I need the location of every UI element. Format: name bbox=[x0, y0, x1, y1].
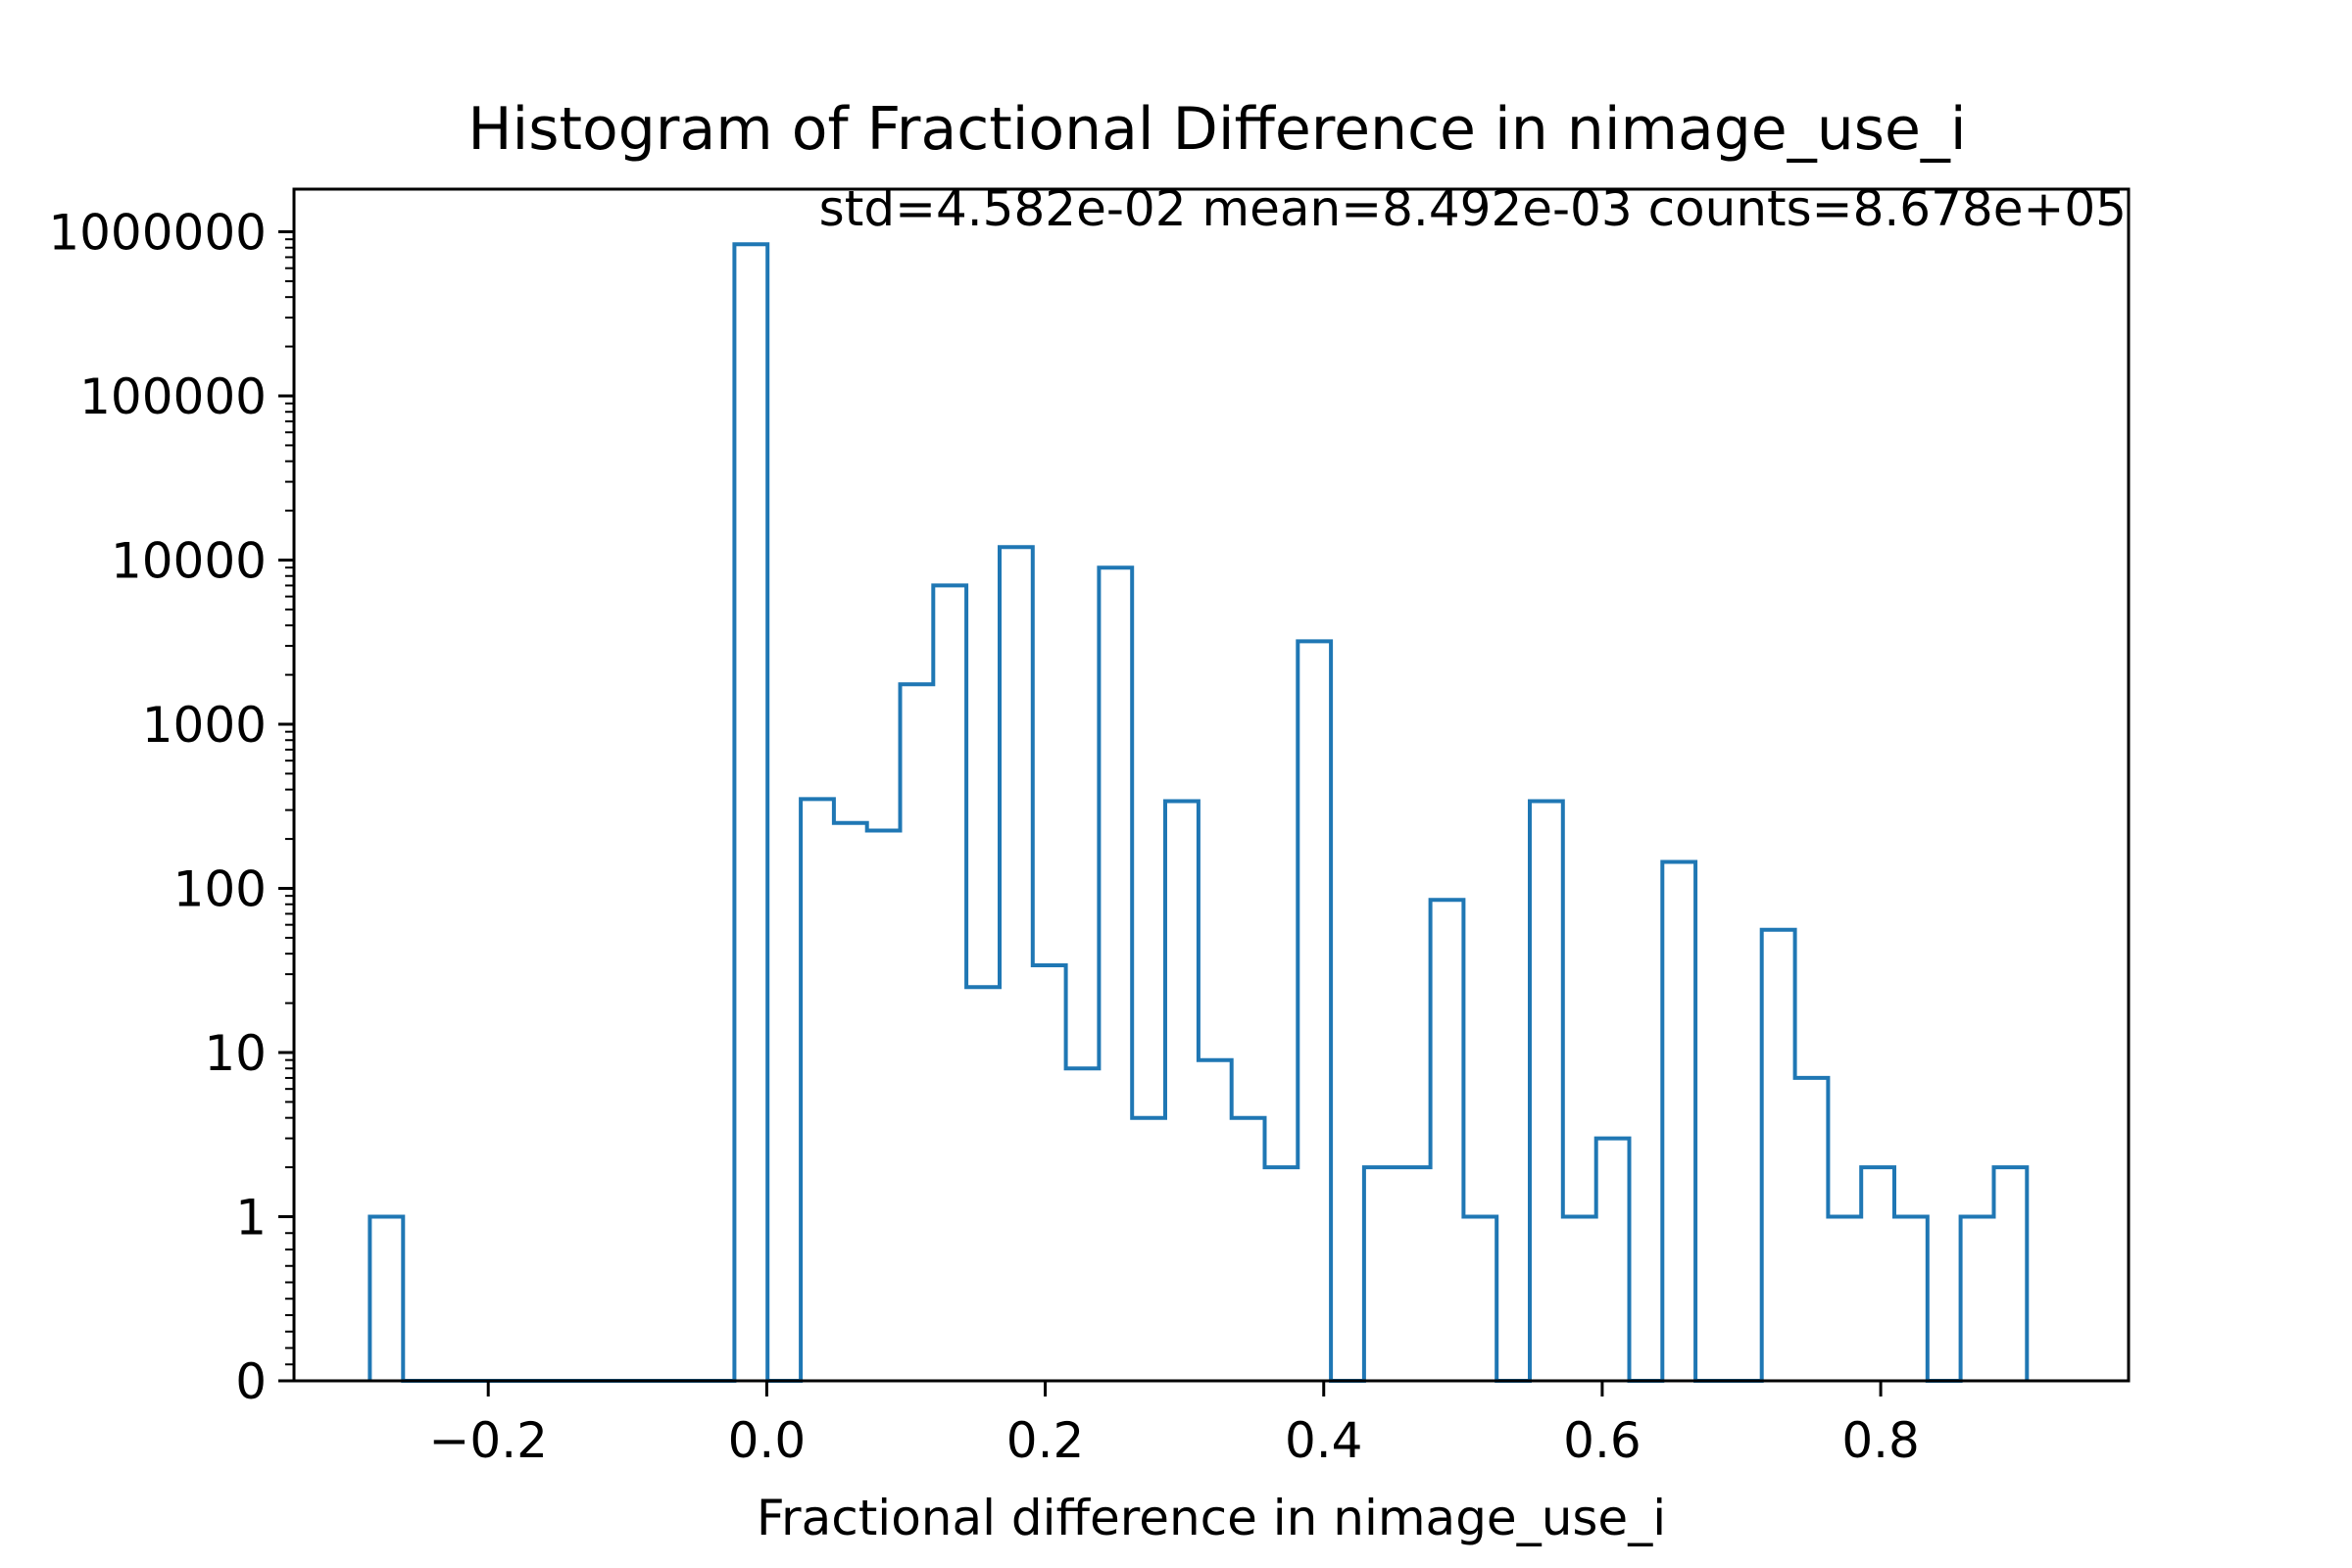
x-tick-label: 0.4 bbox=[1285, 1412, 1363, 1469]
x-tick-label: 0.0 bbox=[728, 1412, 807, 1469]
y-tick-label: 1 bbox=[235, 1190, 267, 1247]
axes-frame bbox=[292, 187, 2131, 1383]
histogram-step-series bbox=[368, 242, 2030, 1383]
x-tick-label: 0.8 bbox=[1841, 1412, 1920, 1469]
y-tick-label: 10000 bbox=[111, 533, 267, 590]
y-tick-label: 0 bbox=[235, 1353, 267, 1410]
y-tick-label: 1000 bbox=[142, 697, 267, 754]
plot-area bbox=[292, 187, 2131, 1383]
y-tick-label: 10 bbox=[204, 1025, 267, 1082]
chart-title: Histogram of Fractional Difference in ni… bbox=[467, 95, 1966, 164]
x-tick-label: 0.2 bbox=[1006, 1412, 1085, 1469]
y-axis: 0 1 10 100 1000 10000 100000 1000000 bbox=[48, 205, 294, 1410]
y-tick-label: 100 bbox=[173, 861, 267, 918]
x-tick-label: −0.2 bbox=[429, 1412, 548, 1469]
x-tick-label: 0.6 bbox=[1563, 1412, 1642, 1469]
x-axis-label: Fractional difference in nimage_use_i bbox=[757, 1490, 1666, 1546]
stats-annotation: std=4.582e-02 mean=8.492e-03 counts=8.67… bbox=[819, 180, 2127, 237]
y-tick-label: 1000000 bbox=[48, 205, 267, 262]
y-tick-label: 100000 bbox=[79, 368, 267, 425]
x-axis: −0.2 0.0 0.2 0.4 0.6 0.8 bbox=[429, 1381, 1920, 1469]
